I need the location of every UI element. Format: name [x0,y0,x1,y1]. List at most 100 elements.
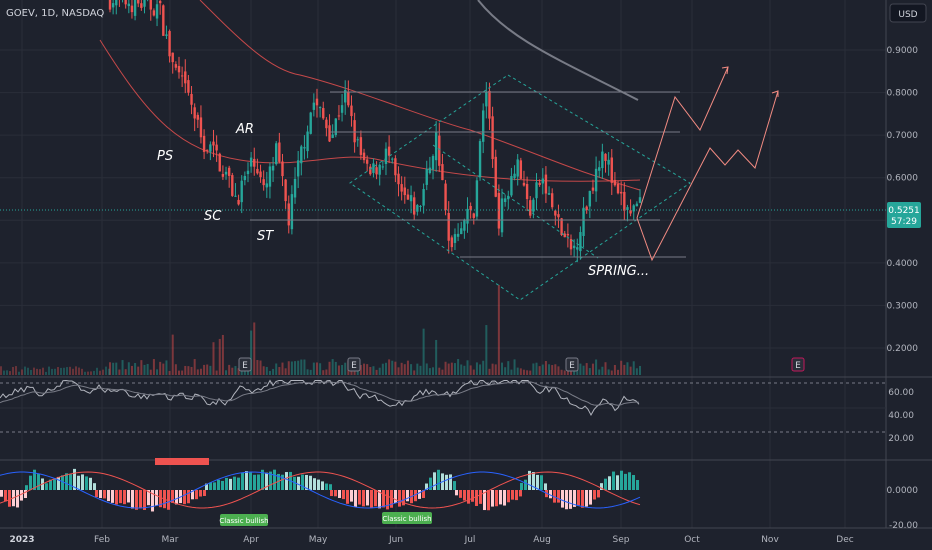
ma-slow-line[interactable] [199,0,641,191]
candle-body[interactable] [149,0,152,10]
candle-body[interactable] [193,107,196,119]
annotation-st[interactable]: ST [257,229,274,244]
candle-body[interactable] [115,0,118,6]
last-price-badge[interactable]: 0.5251 57:29 [887,202,921,228]
bearish-label-tag[interactable] [155,458,209,465]
candle-body[interactable] [397,173,400,185]
candle-body[interactable] [384,148,388,165]
candle-body[interactable] [557,214,560,218]
candle-body[interactable] [309,112,312,134]
candle-body[interactable] [171,52,174,63]
ma-long-line[interactable] [477,0,639,101]
candle-body[interactable] [344,89,347,103]
candle-body[interactable] [218,153,221,172]
candle-body[interactable] [281,161,284,177]
candle-body[interactable] [265,183,269,188]
rsi-line[interactable] [0,379,640,417]
candle-body[interactable] [444,183,447,211]
candle-body[interactable] [199,117,203,138]
candle-body[interactable] [162,5,165,36]
candle-body[interactable] [224,171,228,175]
candle-body[interactable] [623,191,626,211]
candle-body[interactable] [296,160,300,177]
candle-body[interactable] [158,0,162,4]
candle-body[interactable] [359,137,363,155]
candle-body[interactable] [111,3,115,8]
candle-body[interactable] [541,178,544,184]
candle-body[interactable] [532,199,535,212]
candle-body[interactable] [353,120,356,143]
candle-body[interactable] [300,146,303,164]
candle-body[interactable] [409,195,413,202]
oscillator-pane[interactable] [0,468,639,512]
candle-body[interactable] [500,198,504,233]
candle-body[interactable] [554,210,557,216]
candle-body[interactable] [381,166,385,168]
candle-body[interactable] [372,163,375,173]
candle-body[interactable] [569,239,573,250]
price-axis[interactable]: 0.90000.80000.70000.60000.50000.40000.30… [887,46,919,531]
candle-body[interactable] [450,237,454,248]
candle-body[interactable] [494,156,497,197]
candle-body[interactable] [253,158,256,167]
candle-body[interactable] [140,3,143,8]
candle-body[interactable] [403,187,406,196]
candle-body[interactable] [152,10,156,16]
candle-body[interactable] [215,144,218,151]
candle-body[interactable] [422,189,425,206]
candle-body[interactable] [406,194,410,200]
candle-body[interactable] [259,171,262,178]
bullish-label-1[interactable]: Classic bullish [219,514,269,526]
rsi-pane[interactable] [0,379,886,433]
candle-body[interactable] [243,175,247,181]
candle-body[interactable] [133,0,137,16]
candle-body[interactable] [413,197,416,215]
candle-body[interactable] [262,179,265,186]
candle-body[interactable] [579,232,582,252]
symbol-label[interactable]: GOEV, 1D, NASDAQ [6,8,104,19]
candle-body[interactable] [362,152,366,161]
candle-body[interactable] [635,203,639,207]
candle-body[interactable] [607,159,610,165]
oscillator-signal-red[interactable] [0,471,641,509]
candle-body[interactable] [196,114,200,120]
candle-body[interactable] [325,119,328,129]
candle-body[interactable] [428,167,432,174]
candle-body[interactable] [184,71,187,84]
candlestick-series[interactable] [108,0,642,263]
candle-body[interactable] [563,233,566,238]
candle-body[interactable] [478,141,482,178]
candle-body[interactable] [466,208,469,224]
candle-body[interactable] [334,118,337,136]
candle-body[interactable] [237,199,240,205]
candle-body[interactable] [604,153,607,161]
candle-body[interactable] [632,205,635,212]
candle-body[interactable] [400,184,403,192]
candle-body[interactable] [278,142,281,162]
candle-body[interactable] [434,131,438,161]
candle-body[interactable] [572,245,576,249]
candle-body[interactable] [535,182,538,199]
candle-body[interactable] [391,158,394,160]
candle-body[interactable] [284,179,287,202]
candle-body[interactable] [165,34,168,36]
candle-body[interactable] [318,107,322,109]
candle-body[interactable] [538,182,541,185]
candle-body[interactable] [488,90,491,119]
candle-body[interactable] [231,175,234,196]
annotation-ar[interactable]: AR [235,122,254,137]
oscillator-signal-blue[interactable] [0,471,641,509]
candle-body[interactable] [340,105,344,113]
candle-body[interactable] [453,234,457,243]
candle-body[interactable] [629,210,632,214]
candle-body[interactable] [249,157,253,167]
candle-body[interactable] [525,184,529,200]
candle-body[interactable] [350,105,353,117]
candle-body[interactable] [497,192,501,229]
candle-body[interactable] [441,164,444,181]
candle-body[interactable] [529,200,532,216]
candle-body[interactable] [202,135,206,152]
candle-body[interactable] [143,0,146,7]
candle-body[interactable] [510,176,513,196]
